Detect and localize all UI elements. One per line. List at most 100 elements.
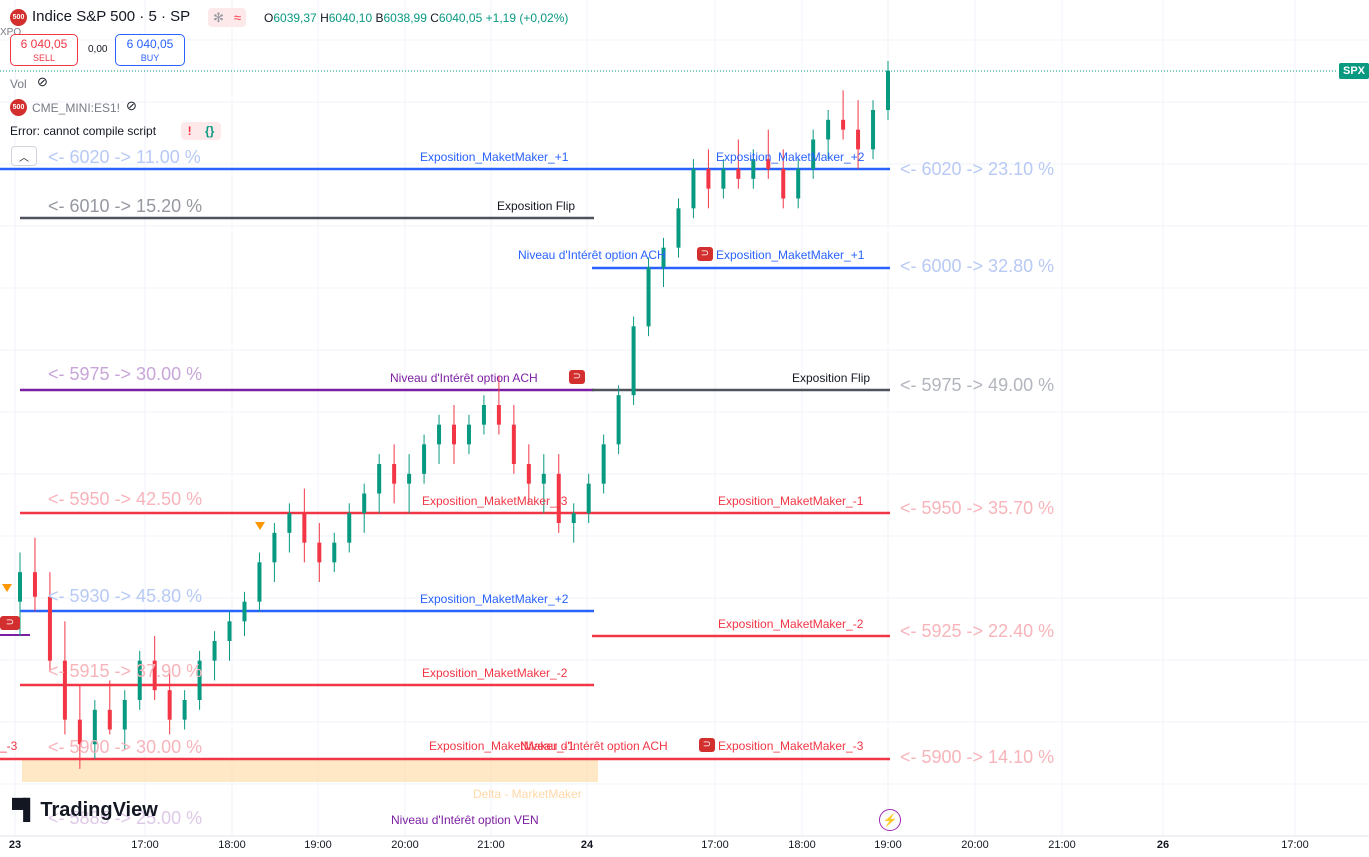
symbol-title[interactable]: Indice S&P 500 · 5 · SP — [32, 8, 191, 25]
tradingview-logo[interactable]: ▀▌ TradingView — [12, 799, 158, 822]
script-error-text: Error: cannot compile script — [10, 124, 157, 138]
candle-body — [287, 513, 292, 533]
line-label: Exposition Flip — [497, 199, 576, 213]
candle-body — [77, 719, 82, 745]
candle-body — [496, 405, 501, 425]
candle-body — [92, 709, 97, 745]
candle-body — [856, 129, 861, 150]
line-label: Niveau d'Intérêt option VEN — [391, 813, 539, 827]
candle-body — [32, 572, 37, 597]
candle-body — [392, 464, 397, 484]
error-mark: ! — [187, 124, 192, 138]
candle-body — [886, 70, 890, 110]
asterisk-icon: ✻ — [212, 9, 224, 25]
chart-type-pill[interactable]: ✻ ≈ — [208, 8, 246, 27]
candle-body — [167, 690, 172, 720]
time-axis-tick: 20:00 — [391, 839, 419, 851]
line-label: _-3 — [0, 739, 18, 753]
sell-label: SELL — [32, 53, 56, 63]
candle-body — [601, 444, 606, 484]
tradingview-logo-icon: ▀▌ — [12, 799, 37, 821]
right-level-label: <- 6000 -> 32.80 % — [900, 256, 1055, 276]
line-label: Exposition_MaketMaker_-2 — [718, 617, 864, 631]
line-label: Exposition_MaketMaker_-3 — [718, 739, 864, 753]
time-axis-tick: 24 — [580, 839, 594, 851]
chevron-up-icon[interactable]: ︿ — [11, 146, 37, 166]
lightning-icon[interactable]: ⚡ — [879, 809, 901, 831]
left-level-label: <- 5975 -> 30.00 % — [48, 364, 203, 384]
line-label: Exposition_MaketMaker_-3 — [422, 494, 568, 508]
down-arrow-marker — [255, 522, 265, 530]
candle-body — [302, 513, 307, 543]
time-axis-tick: 20:00 — [961, 839, 989, 851]
line-label: Exposition_MaketMaker_+2 — [420, 592, 569, 606]
candle-body — [481, 405, 486, 425]
candle-body — [227, 621, 232, 641]
candle-body — [751, 159, 756, 179]
eye-hidden-icon[interactable]: ⊘ — [126, 98, 137, 113]
line-label: Exposition_MaketMaker_+2 — [716, 150, 865, 164]
right-level-label: <- 5950 -> 35.70 % — [900, 498, 1055, 518]
candle-body — [362, 493, 367, 514]
time-axis-tick: 23 — [8, 839, 22, 851]
eye-hidden-icon[interactable]: ⊘ — [37, 74, 48, 89]
approx-icon: ≈ — [233, 10, 241, 25]
magnet-icon: ⊃ — [0, 616, 20, 630]
candle-body — [377, 464, 382, 494]
sell-button[interactable]: 6 040,05 SELL — [10, 34, 78, 66]
line-label: Exposition_MaketMaker_+1 — [716, 248, 865, 262]
line-label: Niveau d'Intérêt option ACH — [520, 739, 668, 753]
tradingview-wordmark: TradingView — [40, 799, 158, 821]
candle-body — [541, 473, 546, 484]
candle-body — [781, 169, 786, 199]
right-level-label: <- 6020 -> 23.10 % — [900, 159, 1055, 179]
time-axis-tick: 17:00 — [701, 839, 729, 851]
magnet-icon: ⊃ — [697, 247, 713, 261]
time-axis-tick: 18:00 — [218, 839, 246, 851]
candle-body — [466, 424, 471, 445]
chart-grid — [0, 0, 1369, 836]
down-arrow-marker — [2, 584, 12, 592]
candle-body — [631, 326, 636, 396]
left-level-label: <- 5930 -> 45.80 % — [48, 586, 203, 606]
script-error-badge[interactable]: ! {} — [181, 122, 221, 140]
candle-body — [332, 542, 337, 563]
candle-body — [706, 169, 711, 189]
ohlc-values: O6039,37 H6040,10 B6038,99 C6040,05 +1,1… — [264, 11, 569, 25]
line-label: Exposition_MaketMaker_+1 — [420, 150, 569, 164]
buy-label: BUY — [140, 53, 160, 63]
candle-body — [661, 247, 666, 268]
left-level-label: <- 5950 -> 42.50 % — [48, 489, 203, 509]
candle-body — [871, 110, 876, 150]
cme-symbol-label[interactable]: CME_MINI:ES1! — [32, 101, 121, 115]
line-label: Exposition_MaketMaker_-2 — [422, 666, 568, 680]
volume-indicator-label[interactable]: Vol — [10, 77, 27, 91]
candle-body — [556, 473, 561, 523]
candles — [18, 60, 890, 769]
left-level-label: <- 5900 -> 30.00 % — [48, 737, 203, 757]
candle-body — [122, 700, 127, 730]
candle-body — [62, 660, 67, 720]
time-axis-tick: 19:00 — [874, 839, 902, 851]
buy-button[interactable]: 6 040,05 BUY — [115, 34, 185, 66]
last-price-tag: SPX — [1339, 63, 1369, 79]
line-label: Exposition Flip — [792, 371, 871, 385]
candle-body — [107, 709, 112, 730]
candle-body — [452, 424, 456, 445]
candle-body — [721, 169, 726, 189]
left-level-label: <- 6020 -> 11.00 % — [48, 147, 201, 167]
candle-body — [811, 139, 816, 169]
candle-body — [47, 596, 52, 661]
magnet-icon: ⊃ — [699, 738, 715, 752]
candle-body — [257, 562, 262, 602]
symbol-badge: 500 — [10, 9, 27, 26]
line-label: Exposition_MaketMaker_-1 — [718, 494, 864, 508]
candle-body — [676, 208, 681, 248]
line-label: Niveau d'Intérêt option ACH — [518, 248, 666, 262]
candle-body — [317, 542, 322, 563]
candle-body — [826, 119, 831, 140]
candle-body — [511, 424, 516, 464]
candle-body — [526, 464, 531, 484]
time-axis-tick: 26 — [1156, 839, 1170, 851]
